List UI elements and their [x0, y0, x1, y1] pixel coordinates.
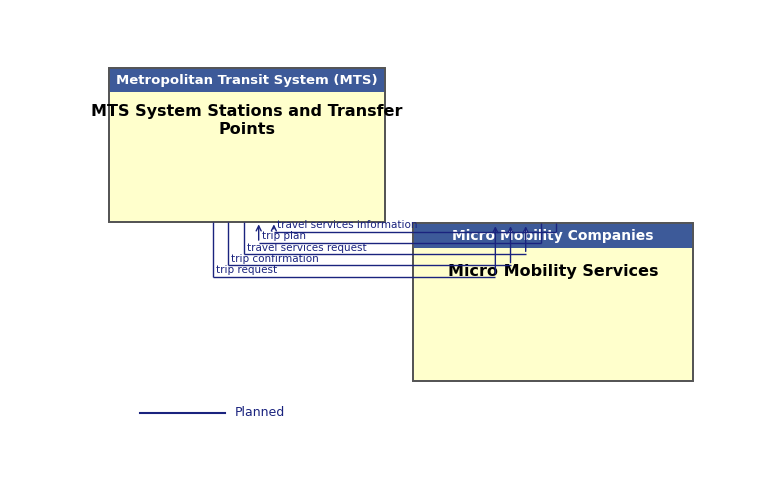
Bar — [109, 68, 385, 222]
Text: trip plan: trip plan — [262, 231, 305, 242]
Bar — [413, 224, 693, 381]
Text: trip request: trip request — [216, 265, 277, 275]
Bar — [109, 68, 385, 92]
Text: travel services information: travel services information — [277, 220, 417, 230]
Text: travel services request: travel services request — [247, 243, 366, 253]
Text: Planned: Planned — [234, 406, 285, 419]
Text: trip confirmation: trip confirmation — [232, 254, 319, 264]
Text: Micro Mobility Companies: Micro Mobility Companies — [453, 228, 654, 243]
Bar — [109, 68, 385, 222]
Bar — [413, 224, 693, 381]
Text: Metropolitan Transit System (MTS): Metropolitan Transit System (MTS) — [116, 74, 377, 87]
Bar — [413, 224, 693, 248]
Text: Micro Mobility Services: Micro Mobility Services — [448, 264, 659, 279]
Text: MTS System Stations and Transfer
Points: MTS System Stations and Transfer Points — [91, 104, 402, 137]
